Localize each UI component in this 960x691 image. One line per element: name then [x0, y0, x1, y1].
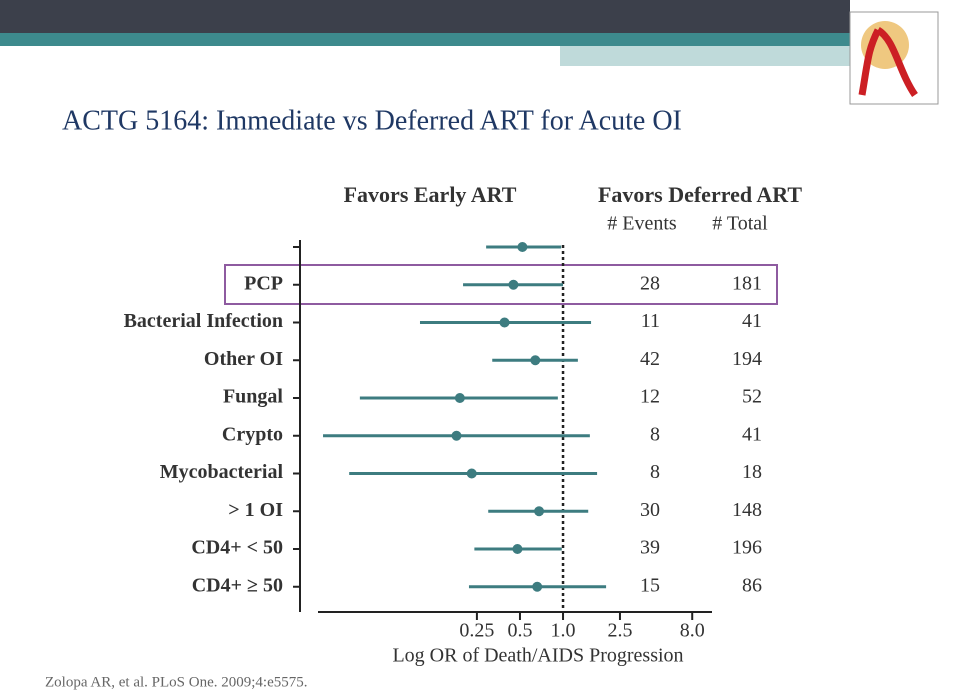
row-label: PCP: [244, 272, 283, 294]
banner-strip: [560, 46, 850, 66]
row-label: > 1 OI: [228, 499, 283, 521]
events-count: 12: [640, 386, 660, 408]
total-count: 18: [742, 461, 762, 483]
x-tick-label: 0.5: [507, 620, 532, 642]
total-header: # Total: [712, 213, 768, 235]
point-estimate: [508, 279, 519, 290]
events-count: 8: [650, 461, 660, 483]
point-estimate: [451, 430, 462, 441]
x-tick-label: 0.25: [459, 620, 494, 642]
total-count: 86: [742, 574, 762, 596]
logo-ribbon: [858, 26, 918, 97]
left-header: Favors Early ART: [344, 182, 517, 207]
events-count: 30: [640, 499, 660, 521]
x-tick-label: 1.0: [551, 620, 576, 642]
point-estimate: [517, 242, 528, 252]
events-count: 28: [640, 272, 660, 294]
row-label: Fungal: [223, 386, 283, 408]
row-label: Bacterial Infection: [124, 310, 283, 332]
total-count: 52: [742, 386, 762, 408]
footnote: Zolopa AR, et al. PLoS One. 2009;4:e5575…: [45, 674, 307, 690]
total-count: 196: [732, 537, 762, 559]
events-count: 15: [640, 574, 660, 596]
x-axis-label: Log OR of Death/AIDS Progression: [392, 645, 683, 667]
total-count: 148: [732, 499, 762, 521]
x-tick-label: 2.5: [607, 620, 632, 642]
row-label: CD4+ < 50: [191, 537, 283, 559]
row-label: Crypto: [222, 423, 283, 445]
point-estimate: [466, 468, 477, 479]
right-header: Favors Deferred ART: [598, 182, 802, 207]
row-label: CD4+ ≥ 50: [192, 574, 283, 596]
point-estimate: [512, 544, 523, 554]
row-label: Mycobacterial: [160, 461, 284, 483]
events-count: 11: [641, 310, 660, 332]
total-count: 41: [742, 423, 762, 445]
total-count: 181: [732, 272, 762, 294]
events-count: 8: [650, 423, 660, 445]
events-count: 42: [640, 348, 660, 370]
banner: [0, 0, 850, 33]
x-tick-label: 8.0: [680, 620, 705, 642]
chart-title: ACTG 5164: Immediate vs Deferred ART for…: [62, 105, 682, 136]
point-estimate: [532, 581, 543, 592]
row-label: Other OI: [204, 348, 283, 370]
total-count: 41: [742, 310, 762, 332]
events-count: 39: [640, 537, 660, 559]
total-count: 194: [732, 348, 762, 370]
highlight-box: [224, 264, 778, 305]
point-estimate: [530, 355, 541, 366]
point-estimate: [499, 317, 510, 328]
point-estimate: [454, 393, 465, 403]
events-header: # Events: [607, 213, 677, 235]
point-estimate: [534, 506, 545, 517]
banner-strip: [0, 33, 850, 46]
